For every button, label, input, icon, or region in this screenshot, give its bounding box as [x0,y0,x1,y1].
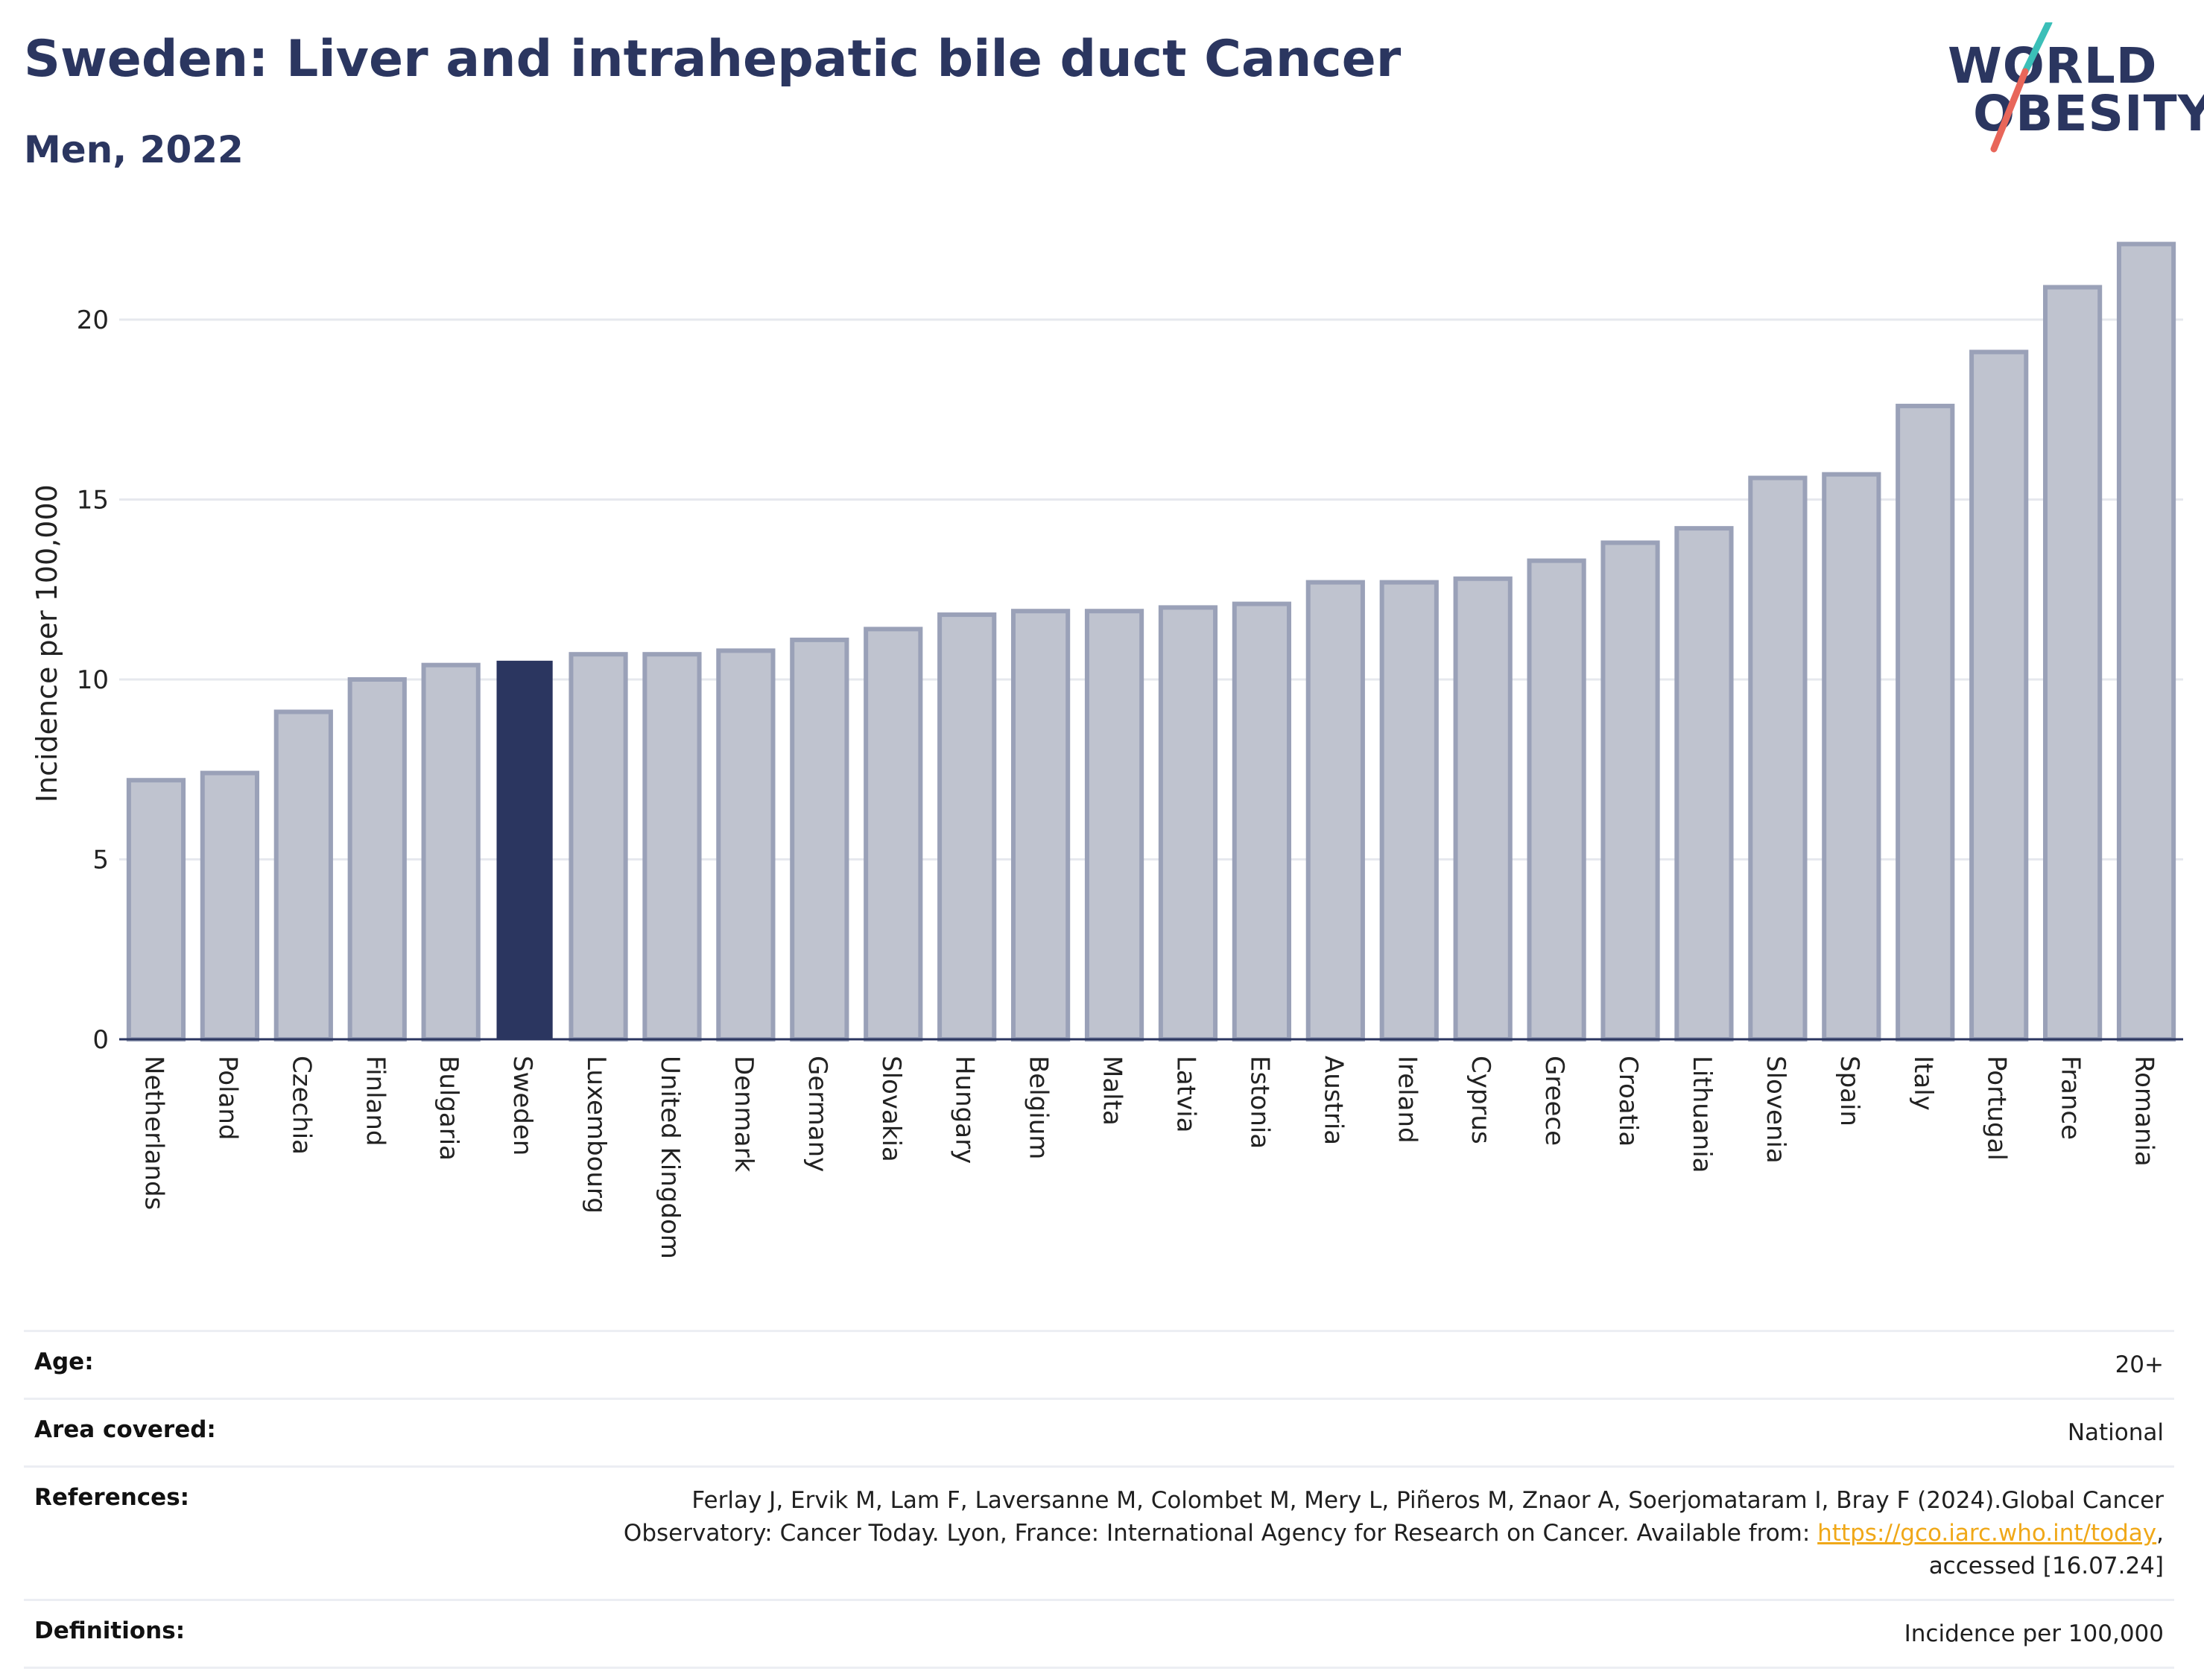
bar-netherlands [126,778,186,1042]
bar-belgium [1011,609,1071,1042]
y-tick-label: 10 [77,665,109,695]
bar-chart: 0 5 10 15 20 Netherlands Poland Czechia Finland B… [31,241,2183,1259]
info-row-area: Area covered: National [24,1398,2174,1465]
x-tick-label: Ireland [1392,1056,1422,1144]
x-tick-label: Hungary [950,1056,980,1164]
x-tick-label: Portugal [1982,1056,2012,1161]
world-obesity-logo: WORLD OBESITY [1937,22,2204,156]
bar-croatia [1600,540,1660,1042]
bar-malta [1084,609,1144,1042]
info-row-definitions: Definitions: Incidence per 100,000 [24,1599,2174,1669]
x-tick-label: Spain [1834,1056,1864,1126]
reference-text-comma: , [2156,1520,2164,1547]
bar-germany [790,637,849,1042]
info-label-references: References: [34,1484,190,1511]
x-tick-label: France [2056,1056,2086,1140]
bar-spain [1822,472,1881,1042]
x-tick-label: Romania [2129,1056,2159,1167]
x-tick-label: Czechia [286,1056,316,1155]
bar-ireland [1379,580,1439,1042]
info-row-references: References: Ferlay J, Ervik M, Lam F, La… [24,1465,2174,1599]
reference-text-line3: accessed [16.07.24] [1928,1553,2164,1579]
x-tick-label: Italy [1908,1056,1938,1111]
bar-poland [200,770,259,1042]
x-tick-label: Slovakia [876,1056,906,1162]
x-tick-label: Slovenia [1761,1056,1790,1164]
bar-italy [1896,403,1955,1042]
bar-denmark [716,648,776,1042]
bar-czechia [273,709,333,1042]
reference-link[interactable]: https://gco.iarc.who.int/today [1817,1520,2157,1547]
bars [126,241,2176,1042]
info-row-age: Age: 20+ [24,1330,2174,1398]
info-value-references: Ferlay J, Ervik M, Lam F, Laversanne M, … [624,1484,2164,1582]
bar-bulgaria [421,662,481,1042]
info-value-area: National [2067,1419,2164,1446]
info-label-age: Age: [34,1348,94,1375]
bar-hungary [937,612,997,1042]
info-value-age: 20+ [2115,1351,2164,1378]
x-tick-label: Sweden [507,1056,537,1156]
bar-portugal [1969,349,2029,1042]
x-tick-label: Austria [1318,1056,1348,1145]
x-tick-label: Croatia [1613,1056,1643,1147]
bar-united-kingdom [642,652,702,1042]
x-tick-label: Cyprus [1466,1056,1495,1144]
x-tick-label: Germany [802,1056,832,1172]
x-tick-label: Netherlands [139,1056,168,1210]
x-tick-label: Lithuania [1687,1056,1717,1173]
info-value-definitions: Incidence per 100,000 [1904,1620,2164,1647]
y-tick-label: 5 [92,846,109,875]
page-title: Sweden: Liver and intrahepatic bile duct… [24,30,1402,89]
x-tick-label: Bulgaria [434,1056,463,1161]
logo-word-world: WORLD [1948,37,2158,95]
reference-text-line2: Observatory: Cancer Today. Lyon, France:… [623,1520,1818,1547]
bar-lithuania [1674,526,1734,1042]
logo-slash-icon [1990,22,2053,153]
x-tick-label: Malta [1098,1056,1127,1126]
bar-finland [347,677,407,1042]
bar-austria [1305,580,1365,1042]
axes: 0 5 10 15 20 Netherlands Poland Czechia Finland B… [77,305,2183,1259]
bar-estonia [1232,601,1291,1042]
info-table: Age: 20+ Area covered: National Referenc… [24,1330,2174,1669]
bar-sweden [496,660,553,1040]
bar-romania [2116,241,2176,1042]
x-tick-label: Denmark [729,1056,759,1173]
bar-luxembourg [569,652,628,1042]
x-tick-label: Latvia [1171,1056,1200,1133]
x-tick-label: United Kingdom [655,1056,685,1259]
x-tick-label: Finland [360,1056,390,1147]
bar-slovakia [864,627,923,1042]
y-tick-label: 0 [92,1025,109,1055]
info-label-definitions: Definitions: [34,1617,186,1644]
bar-france [2043,285,2103,1042]
bar-slovenia [1748,475,1808,1042]
x-tick-label: Greece [1539,1056,1569,1146]
x-tick-label: Luxembourg [581,1056,611,1214]
x-tick-label: Estonia [1244,1056,1274,1149]
bar-cyprus [1453,576,1513,1042]
y-axis-title: Incidence per 100,000 [31,484,63,802]
info-label-area: Area covered: [34,1416,216,1443]
y-tick-label: 15 [77,486,109,516]
bar-greece [1527,558,1586,1042]
reference-text-line1: Ferlay J, Ervik M, Lam F, Laversanne M, … [691,1487,2164,1514]
page-subtitle: Men, 2022 [24,128,244,171]
x-tick-label: Belgium [1024,1056,1054,1159]
bar-latvia [1158,605,1218,1042]
y-tick-label: 20 [77,305,109,335]
x-tick-label: Poland [212,1056,242,1141]
